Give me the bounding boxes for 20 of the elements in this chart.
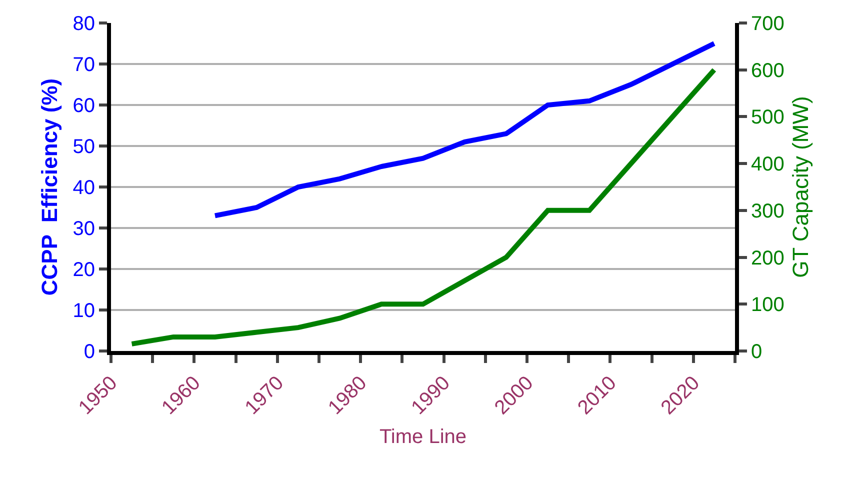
y-tick-label: 20 [72,259,95,281]
y2-axis-title: GT Capacity (MW) [788,96,813,278]
y2-tick-label: 200 [751,247,784,270]
y-tick-label: 70 [72,54,95,76]
y-tick-label: 60 [72,95,95,117]
y-tick-label: 80 [72,13,95,35]
y-tick-label: 30 [72,218,95,240]
y-tick-label: 0 [84,341,95,363]
y-tick-label: 10 [72,300,95,322]
x-axis-title: Time Line [379,426,467,448]
y-tick-label: 40 [72,177,95,199]
y2-tick-label: 300 [751,200,784,222]
y2-tick-label: 500 [751,106,784,129]
y2-tick-label: 100 [751,294,784,316]
y2-tick-label: 700 [751,13,784,35]
y2-tick-label: 600 [751,60,784,82]
y-tick-label: 50 [72,136,95,158]
y2-tick-label: 400 [751,154,784,176]
y-axis-title: CCPP Efficiency (%) [37,78,62,296]
y2-tick-label: 0 [751,341,762,363]
